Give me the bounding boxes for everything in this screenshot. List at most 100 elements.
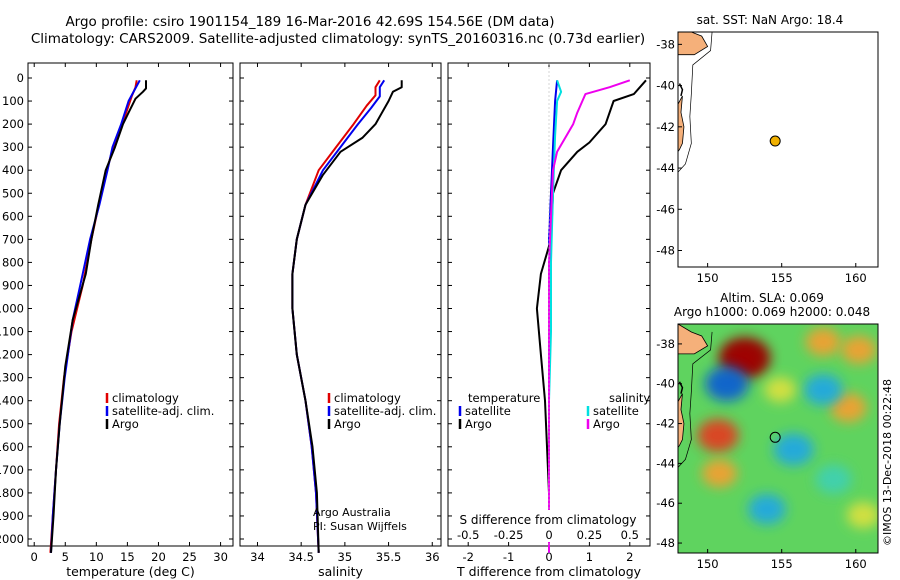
difference-xtick-label: -1 xyxy=(503,550,514,564)
salinity-xtick-label: 35 xyxy=(338,550,353,564)
sst-map-frame xyxy=(677,31,879,268)
sla-map-subtitle: Argo h1000: 0.069 h2000: 0.048 xyxy=(674,305,870,319)
salinity-xtick-label: 36 xyxy=(425,550,440,564)
depth-tick-label: 2000 xyxy=(0,532,24,546)
salinity-xtick-label: 35.5 xyxy=(376,550,402,564)
difference-xtick-label: 0 xyxy=(545,550,552,564)
sla-lat-label: -40 xyxy=(656,377,675,391)
legend-label: Argo xyxy=(334,417,361,431)
salinity-xtick-label: 34 xyxy=(250,550,265,564)
sla-lon-label: 160 xyxy=(845,557,867,571)
difference-xtick-label: 2 xyxy=(626,550,633,564)
series-argo xyxy=(50,80,147,553)
temperature-xtick-label: 30 xyxy=(213,550,228,564)
sst-field-empty xyxy=(678,32,878,267)
salinity-xtick-label: 34.5 xyxy=(288,550,314,564)
sla-anomaly-blob xyxy=(846,502,878,529)
sst-lon-label: 155 xyxy=(771,271,793,285)
sst-map-area xyxy=(678,32,878,267)
depth-tick-label: 1700 xyxy=(0,463,24,477)
shelf-contour xyxy=(678,331,713,468)
sla-lat-label: -38 xyxy=(656,337,675,351)
title-line-1: Argo profile: csiro 1901154_189 16-Mar-2… xyxy=(65,14,554,30)
depth-tick-label: 600 xyxy=(2,209,24,223)
s-axis-tick-label: -0.25 xyxy=(494,528,524,542)
sla-anomaly-blob xyxy=(841,335,877,364)
s-axis-background xyxy=(458,510,640,542)
depth-tick-label: 200 xyxy=(2,117,24,131)
sla-lat-label: -48 xyxy=(656,536,675,550)
temperature-xtick-label: 0 xyxy=(31,550,38,564)
mainland-australia xyxy=(678,324,709,355)
sla-anomaly-blob xyxy=(830,393,867,423)
sla-map-frame xyxy=(677,323,879,554)
credit-line-1: Argo Australia xyxy=(313,506,391,519)
legend-label: Argo xyxy=(465,417,492,431)
sla-anomaly-blob xyxy=(705,366,749,402)
sla-lon-label: 150 xyxy=(697,557,719,571)
depth-tick-label: 1000 xyxy=(0,302,24,316)
depth-tick-label: 1100 xyxy=(0,325,24,339)
legend-label: satellite-adj. clim. xyxy=(334,404,436,418)
sst-lat-label: -48 xyxy=(656,244,675,258)
depth-tick-label: 1400 xyxy=(0,394,24,408)
sst-lat-label: -40 xyxy=(656,79,675,93)
s-axis-label: S difference from climatology xyxy=(460,513,637,527)
sst-lat-label: -46 xyxy=(656,202,675,216)
temperature-xtick-label: 25 xyxy=(182,550,197,564)
depth-tick-label: 500 xyxy=(2,186,24,200)
temperature-xtick-label: 5 xyxy=(62,550,69,564)
temperature-panel: 0100200300400500600700800900100011001200… xyxy=(0,62,234,579)
sla-anomaly-blob xyxy=(805,327,841,357)
depth-tick-label: 100 xyxy=(2,94,24,108)
legend-title-salinity: salinity xyxy=(609,391,650,405)
sla-anomaly-blob xyxy=(701,459,738,488)
legend-label: satellite xyxy=(593,404,639,418)
sla-lon-label: 155 xyxy=(771,557,793,571)
sla-anomaly-blob xyxy=(697,419,739,452)
depth-tick-label: 800 xyxy=(2,255,24,269)
depth-tick-label: 300 xyxy=(2,140,24,154)
legend-label: Argo xyxy=(112,417,139,431)
s-axis-tick-label: -0.5 xyxy=(457,528,479,542)
temperature-xtick-label: 10 xyxy=(89,550,104,564)
series-argo xyxy=(291,80,403,553)
sla-anomaly-blob xyxy=(764,377,797,403)
sla-lat-label: -44 xyxy=(656,456,675,470)
depth-tick-label: 700 xyxy=(2,232,24,246)
s-axis-tick-label: 0.25 xyxy=(577,528,603,542)
difference-xtick-label: 1 xyxy=(586,550,593,564)
legend-label: satellite xyxy=(465,404,511,418)
s-axis-tick-label: 0 xyxy=(545,528,552,542)
legend-title-temperature: temperature xyxy=(468,391,540,405)
sla-anomaly-blob xyxy=(748,494,786,525)
sla-anomaly-blob xyxy=(773,433,814,466)
sla-anomaly-blob xyxy=(803,374,843,406)
temperature-xlabel: temperature (deg C) xyxy=(66,564,195,579)
temperature-xtick-label: 20 xyxy=(151,550,166,564)
sst-lon-label: 160 xyxy=(845,271,867,285)
shelf-contour xyxy=(678,32,713,173)
depth-tick-label: 1600 xyxy=(0,440,24,454)
sst-lat-label: -38 xyxy=(656,37,675,51)
difference-panel: -2 -1 0 1 2T difference from climatology temp… xyxy=(447,62,651,579)
depth-tick-label: 1200 xyxy=(0,348,24,362)
salinity-plot-frame xyxy=(239,62,442,547)
sla-lat-label: -42 xyxy=(656,417,675,431)
sst-lat-label: -44 xyxy=(656,161,675,175)
title-line-2: Climatology: CARS2009. Satellite-adjuste… xyxy=(31,31,645,47)
sla-map-title: Altim. SLA: 0.069 xyxy=(720,291,824,305)
depth-tick-label: 1300 xyxy=(0,371,24,385)
imos-timestamp: ©IMOS 13-Dec-2018 00:22:48 xyxy=(881,379,894,546)
depth-tick-label: 900 xyxy=(2,278,24,292)
sst-map-panel: 150 155 160 -38 -40 -42 -44 -46 -48 sat. SST: NaN… xyxy=(656,13,879,285)
sla-map-panel: 150 155 160 -38 -40 -42 -44 -46 -48 Altim. SLA: 0… xyxy=(656,291,879,571)
depth-tick-label: 1500 xyxy=(0,417,24,431)
series-s-argo xyxy=(548,79,631,553)
legend-label: Argo xyxy=(593,417,620,431)
mainland-australia xyxy=(678,32,709,56)
sla-anomaly-core xyxy=(730,347,759,368)
sla-map-area xyxy=(678,324,878,553)
credit-line-2: PI: Susan Wijffels xyxy=(313,520,407,533)
